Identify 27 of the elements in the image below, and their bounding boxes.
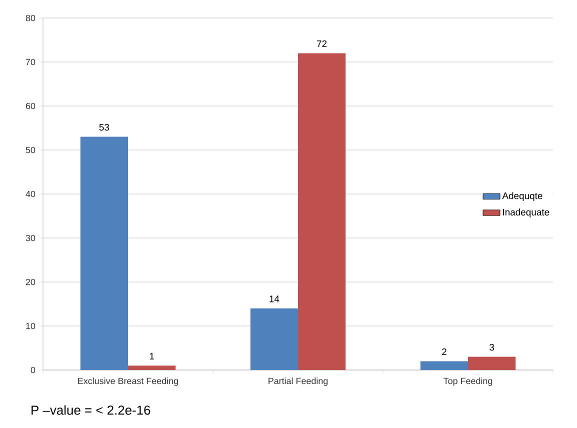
bar <box>420 361 468 370</box>
y-tick-label: 40 <box>26 190 36 198</box>
data-label: 3 <box>490 344 494 351</box>
data-label: 53 <box>99 124 110 131</box>
y-tick-label: 80 <box>26 14 36 22</box>
data-label: 72 <box>317 40 327 48</box>
y-tick-label: 50 <box>26 146 36 154</box>
y-tick-label: 0 <box>30 366 36 374</box>
bar <box>128 366 176 370</box>
x-tick-label: Top Feeding <box>444 378 492 386</box>
data-label: 1 <box>150 352 154 360</box>
bar <box>298 53 346 370</box>
bar <box>80 136 128 370</box>
y-tick-label: 70 <box>26 58 36 66</box>
legend-label: Adequqte <box>502 192 542 202</box>
bar <box>250 308 298 370</box>
text: P –value = < 2.2e-16 <box>32 405 150 415</box>
x-tick-label: Exclusive Breast Feeding <box>78 378 178 386</box>
y-tick-label: 10 <box>26 322 36 330</box>
y-tick-label: 30 <box>26 234 36 242</box>
legend-label: Inadequate <box>503 208 550 218</box>
data-label: 2 <box>442 348 446 355</box>
bar <box>468 356 516 370</box>
y-tick-label: 60 <box>26 102 36 110</box>
x-tick-label: Partial Feeding <box>268 378 328 386</box>
data-label: 14 <box>270 296 280 302</box>
y-tick-label: 20 <box>26 278 36 286</box>
